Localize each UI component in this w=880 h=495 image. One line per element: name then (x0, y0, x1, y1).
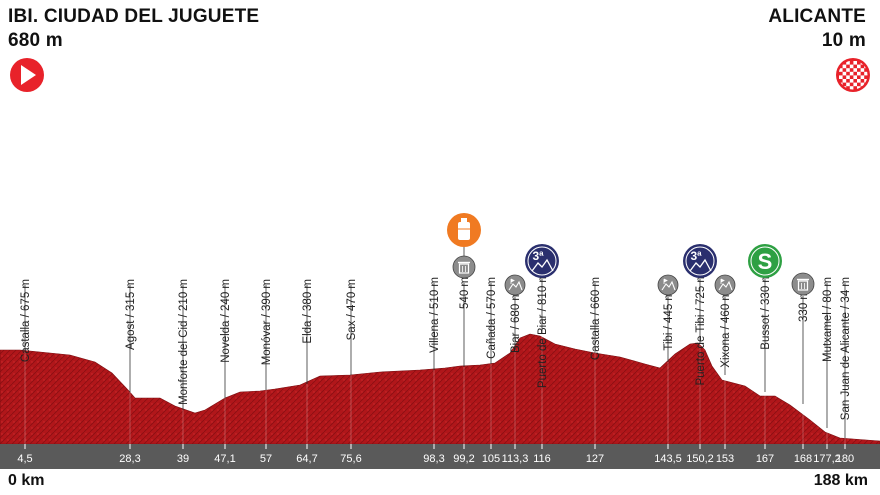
waypoint-label: Novelda / 240 m (220, 279, 232, 363)
checkered-flag-icon (836, 58, 870, 92)
category-3-climb-icon: 3ª (525, 244, 559, 278)
finish-elevation: 10 m (821, 30, 866, 51)
waypoint: Mutxamel / 80 m 177,2 (813, 277, 841, 465)
waypoint: Monforte del Cid / 210 m 39 (177, 279, 190, 465)
waypoint-km: 127 (586, 453, 604, 465)
waste-zone-icon (791, 272, 815, 296)
waypoint-label: Villena / 510 m (429, 277, 441, 353)
waypoint: San Juan de Alicante / 34 m 180 (836, 277, 854, 465)
waypoint: Bussot / 330 m 167 S (748, 244, 782, 465)
svg-text:S: S (758, 249, 773, 274)
waypoint-km: 113,3 (502, 453, 529, 465)
waypoint-km: 177,2 (813, 453, 841, 465)
waypoint: Biar / 680 m 113,3 (502, 274, 529, 465)
waypoint-label: Puerto de Biar / 810 m (537, 273, 549, 388)
waypoint: Castalla / 675 m 4,5 (17, 279, 32, 465)
waypoint-label: Castalla / 675 m (20, 279, 32, 362)
km-bar (0, 444, 880, 469)
feed-bottle-icon (447, 213, 481, 256)
climb-start-icon (714, 274, 736, 296)
waypoint-label: Elda / 380 m (302, 279, 314, 344)
waypoint-km: 98,3 (423, 453, 444, 465)
waypoint-label: Monóvar / 390 m (261, 279, 273, 365)
start-city: IBI. CIUDAD DEL JUGUETE (8, 6, 260, 27)
waypoint-label: Tibi / 445 m (663, 291, 675, 351)
waypoint: Xixona / 460 m 153 (714, 274, 736, 465)
waypoint-label: San Juan de Alicante / 34 m (840, 277, 852, 420)
waypoint: Tibi / 445 m 143,5 (654, 274, 682, 465)
waypoint-km: 180 (836, 453, 854, 465)
waypoint-km: 57 (260, 453, 272, 465)
finish-city: ALICANTE (768, 6, 866, 27)
waypoint: 540 m 99,2 (452, 255, 476, 465)
waypoint-label: Castalla / 660 m (590, 277, 602, 360)
play-icon (10, 58, 44, 92)
waypoint-label: 540 m (459, 277, 471, 309)
climb-start-icon (504, 274, 526, 296)
waypoint-label: Bussot / 330 m (760, 273, 772, 350)
waypoint: 330 m 168 (791, 272, 815, 465)
climb-start-icon (657, 274, 679, 296)
waypoint: Elda / 380 m 64,7 (296, 279, 317, 465)
category-3-climb-icon: 3ª (683, 244, 717, 278)
waypoint: Monóvar / 390 m 57 (260, 279, 273, 465)
waypoint: Puerto de Biar / 810 m 116 3ª (525, 244, 559, 465)
waypoint: Agost / 315 m 28,3 (119, 279, 140, 465)
waypoint-label: Mutxamel / 80 m (822, 277, 834, 362)
waypoint-km: 116 (533, 453, 551, 465)
waypoint-km: 143,5 (654, 453, 682, 465)
svg-text:3ª: 3ª (690, 249, 702, 263)
waypoint: Cañada / 570 m 105 (482, 277, 500, 465)
waypoint-label: Agost / 315 m (125, 279, 137, 350)
waste-zone-icon (452, 255, 476, 279)
waypoint-km: 4,5 (17, 453, 32, 465)
waypoint-label: Xixona / 460 m (720, 291, 732, 368)
waypoint-km: 47,1 (214, 453, 235, 465)
waypoint-km: 150,2 (686, 453, 714, 465)
waypoint-km: 99,2 (453, 453, 474, 465)
waypoint-km: 153 (716, 453, 734, 465)
waypoint-label: 330 m (798, 290, 810, 322)
waypoint: Villena / 510 m 98,3 (423, 277, 444, 465)
waypoint-label: Cañada / 570 m (486, 277, 498, 359)
finish-km: 188 km (813, 472, 868, 489)
waypoint-label: Sax / 470 m (346, 279, 358, 340)
waypoint: Sax / 470 m 75,6 (340, 279, 361, 465)
waypoint-km: 75,6 (340, 453, 361, 465)
waypoint-km: 105 (482, 453, 500, 465)
waypoint-label: Monforte del Cid / 210 m (178, 279, 190, 405)
waypoint: Puerto de Tibi / 725 m 150,2 3ª (683, 244, 717, 465)
waypoint: Castalla / 660 m 127 (586, 277, 604, 465)
waypoint-label: Puerto de Tibi / 725 m (695, 273, 707, 386)
waypoint-km: 28,3 (119, 453, 140, 465)
waypoint-km: 167 (756, 453, 774, 465)
sprint-icon: S (748, 244, 782, 278)
waypoint-km: 64,7 (296, 453, 317, 465)
waypoint-km: 168 (794, 453, 812, 465)
start-km: 0 km (8, 472, 45, 489)
waypoint-label: Biar / 680 m (510, 291, 522, 353)
waypoint-km: 39 (177, 453, 189, 465)
svg-text:3ª: 3ª (532, 249, 544, 263)
waypoint: Novelda / 240 m 47,1 (214, 279, 235, 465)
start-elevation: 680 m (8, 30, 63, 51)
